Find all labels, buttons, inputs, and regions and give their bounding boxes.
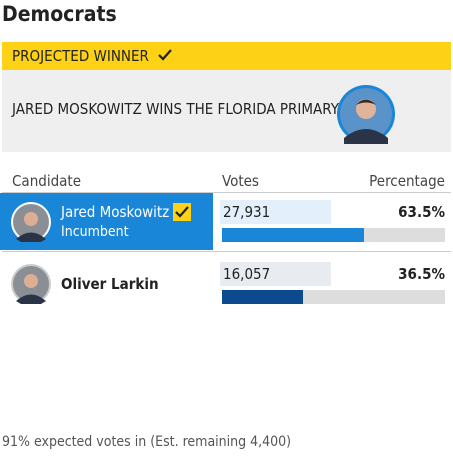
title: Democrats: [2, 2, 117, 26]
candidate-photo: [11, 202, 51, 242]
candidate-name: Jared Moskowitz: [61, 203, 170, 221]
divider: [2, 251, 451, 252]
winner-check: [173, 203, 191, 221]
banner-label: PROJECTED WINNER: [12, 47, 149, 65]
banner: PROJECTED WINNER: [2, 42, 451, 70]
percentage: 63.5%: [398, 203, 445, 221]
candidate-photo: [11, 264, 51, 304]
column-header: Votes: [222, 172, 259, 190]
column-header: Candidate: [12, 172, 82, 190]
votes: 27,931: [220, 200, 331, 224]
footer: 91% expected votes in (Est. remaining 4,…: [2, 434, 292, 450]
bar: [222, 228, 364, 242]
headline: JARED MOSKOWITZ WINS THE FLORIDA PRIMARY: [12, 100, 339, 118]
candidate-note: Incumbent: [61, 224, 129, 240]
check-icon: [158, 49, 173, 61]
bar: [222, 290, 304, 304]
column-header: Percentage: [369, 172, 445, 190]
bar-track: [222, 290, 445, 304]
votes: 16,057: [220, 262, 331, 286]
divider: [2, 192, 451, 193]
winner-photo: [337, 85, 395, 144]
bar-track: [222, 228, 445, 242]
candidate-name: Oliver Larkin: [61, 275, 159, 293]
percentage: 36.5%: [398, 265, 445, 283]
